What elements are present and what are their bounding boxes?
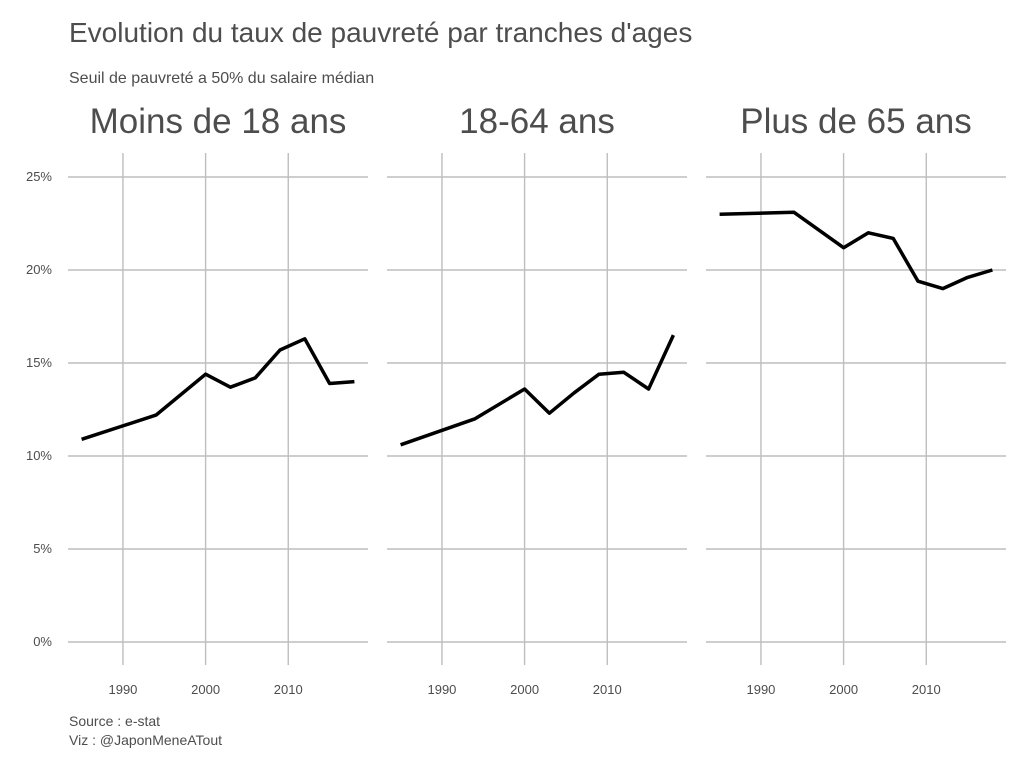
y-tick-label: 10% [26,448,52,463]
x-tick-label: 2000 [829,682,858,697]
y-tick-label: 0% [33,634,52,649]
y-tick-label: 25% [26,169,52,184]
panel-title: Moins de 18 ans [90,102,347,141]
panel-title: 18-64 ans [459,102,615,141]
panel-title: Plus de 65 ans [740,102,972,141]
chart-title: Evolution du taux de pauvreté par tranch… [69,17,692,48]
x-tick-label: 2000 [510,682,539,697]
x-tick-label: 1990 [746,682,775,697]
y-tick-label: 20% [26,262,52,277]
x-tick-label: 2010 [593,682,622,697]
series-line [81,337,355,441]
chart-subtitle: Seuil de pauvreté a 50% du salaire média… [69,70,374,87]
x-tick-label: 1990 [108,682,137,697]
y-tick-label: 5% [33,541,52,556]
x-tick-label: 2010 [912,682,941,697]
caption-viz: Viz : @JaponMeneATout [69,732,222,748]
y-tick-label: 15% [26,355,52,370]
series-line [719,210,993,291]
x-tick-label: 2010 [274,682,303,697]
caption-source: Source : e-stat [69,713,160,729]
x-tick-label: 2000 [191,682,220,697]
x-tick-label: 1990 [427,682,456,697]
series-line [400,334,675,447]
